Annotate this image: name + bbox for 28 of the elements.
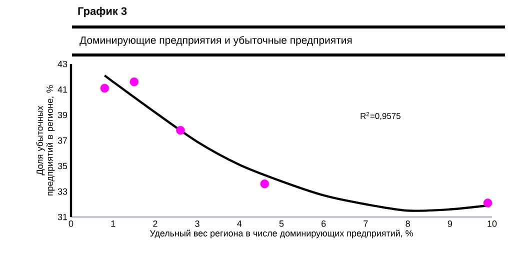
point (100, 84, 110, 93)
x-tick-label: 2 (153, 220, 158, 227)
y-axis-title: Доля убыточных предприятий в регионе, % (36, 85, 55, 196)
x-tick-label: 6 (322, 220, 326, 227)
y-tick-label: 37 (58, 137, 68, 144)
x-tick-label: 1 (111, 220, 116, 227)
y-tick-label: 39 (58, 112, 68, 118)
x-tick-label: 5 (279, 220, 284, 227)
x-tick-label: 8 (406, 220, 410, 227)
point (176, 126, 185, 135)
x-tick-label: 9 (448, 220, 452, 227)
x-tick-label: 4 (237, 220, 242, 227)
point (260, 179, 270, 188)
x-tick-label: 0 (68, 220, 74, 227)
point (130, 77, 139, 86)
x-tick-label: 7 (364, 220, 368, 227)
y-tick-label: 43 (58, 60, 68, 68)
chart-title: График 3 (78, 6, 127, 18)
y-tick-label: 31 (58, 214, 68, 220)
y-tick-label: 35 (58, 162, 68, 170)
point (483, 198, 492, 208)
x-axis-title: Удельный вес региона в числе доминирующих предприятий, % (150, 230, 413, 238)
chart-subtitle: Доминирующие предприятия и убыточные предприятия (80, 36, 352, 46)
x-tick-label: 3 (195, 220, 200, 227)
x-tick-label: 10 (488, 220, 497, 227)
y-tick-label: 41 (58, 86, 68, 93)
annotation: R$^{2}$=0,9575 (360, 112, 400, 120)
y-tick-label: 33 (58, 188, 68, 195)
